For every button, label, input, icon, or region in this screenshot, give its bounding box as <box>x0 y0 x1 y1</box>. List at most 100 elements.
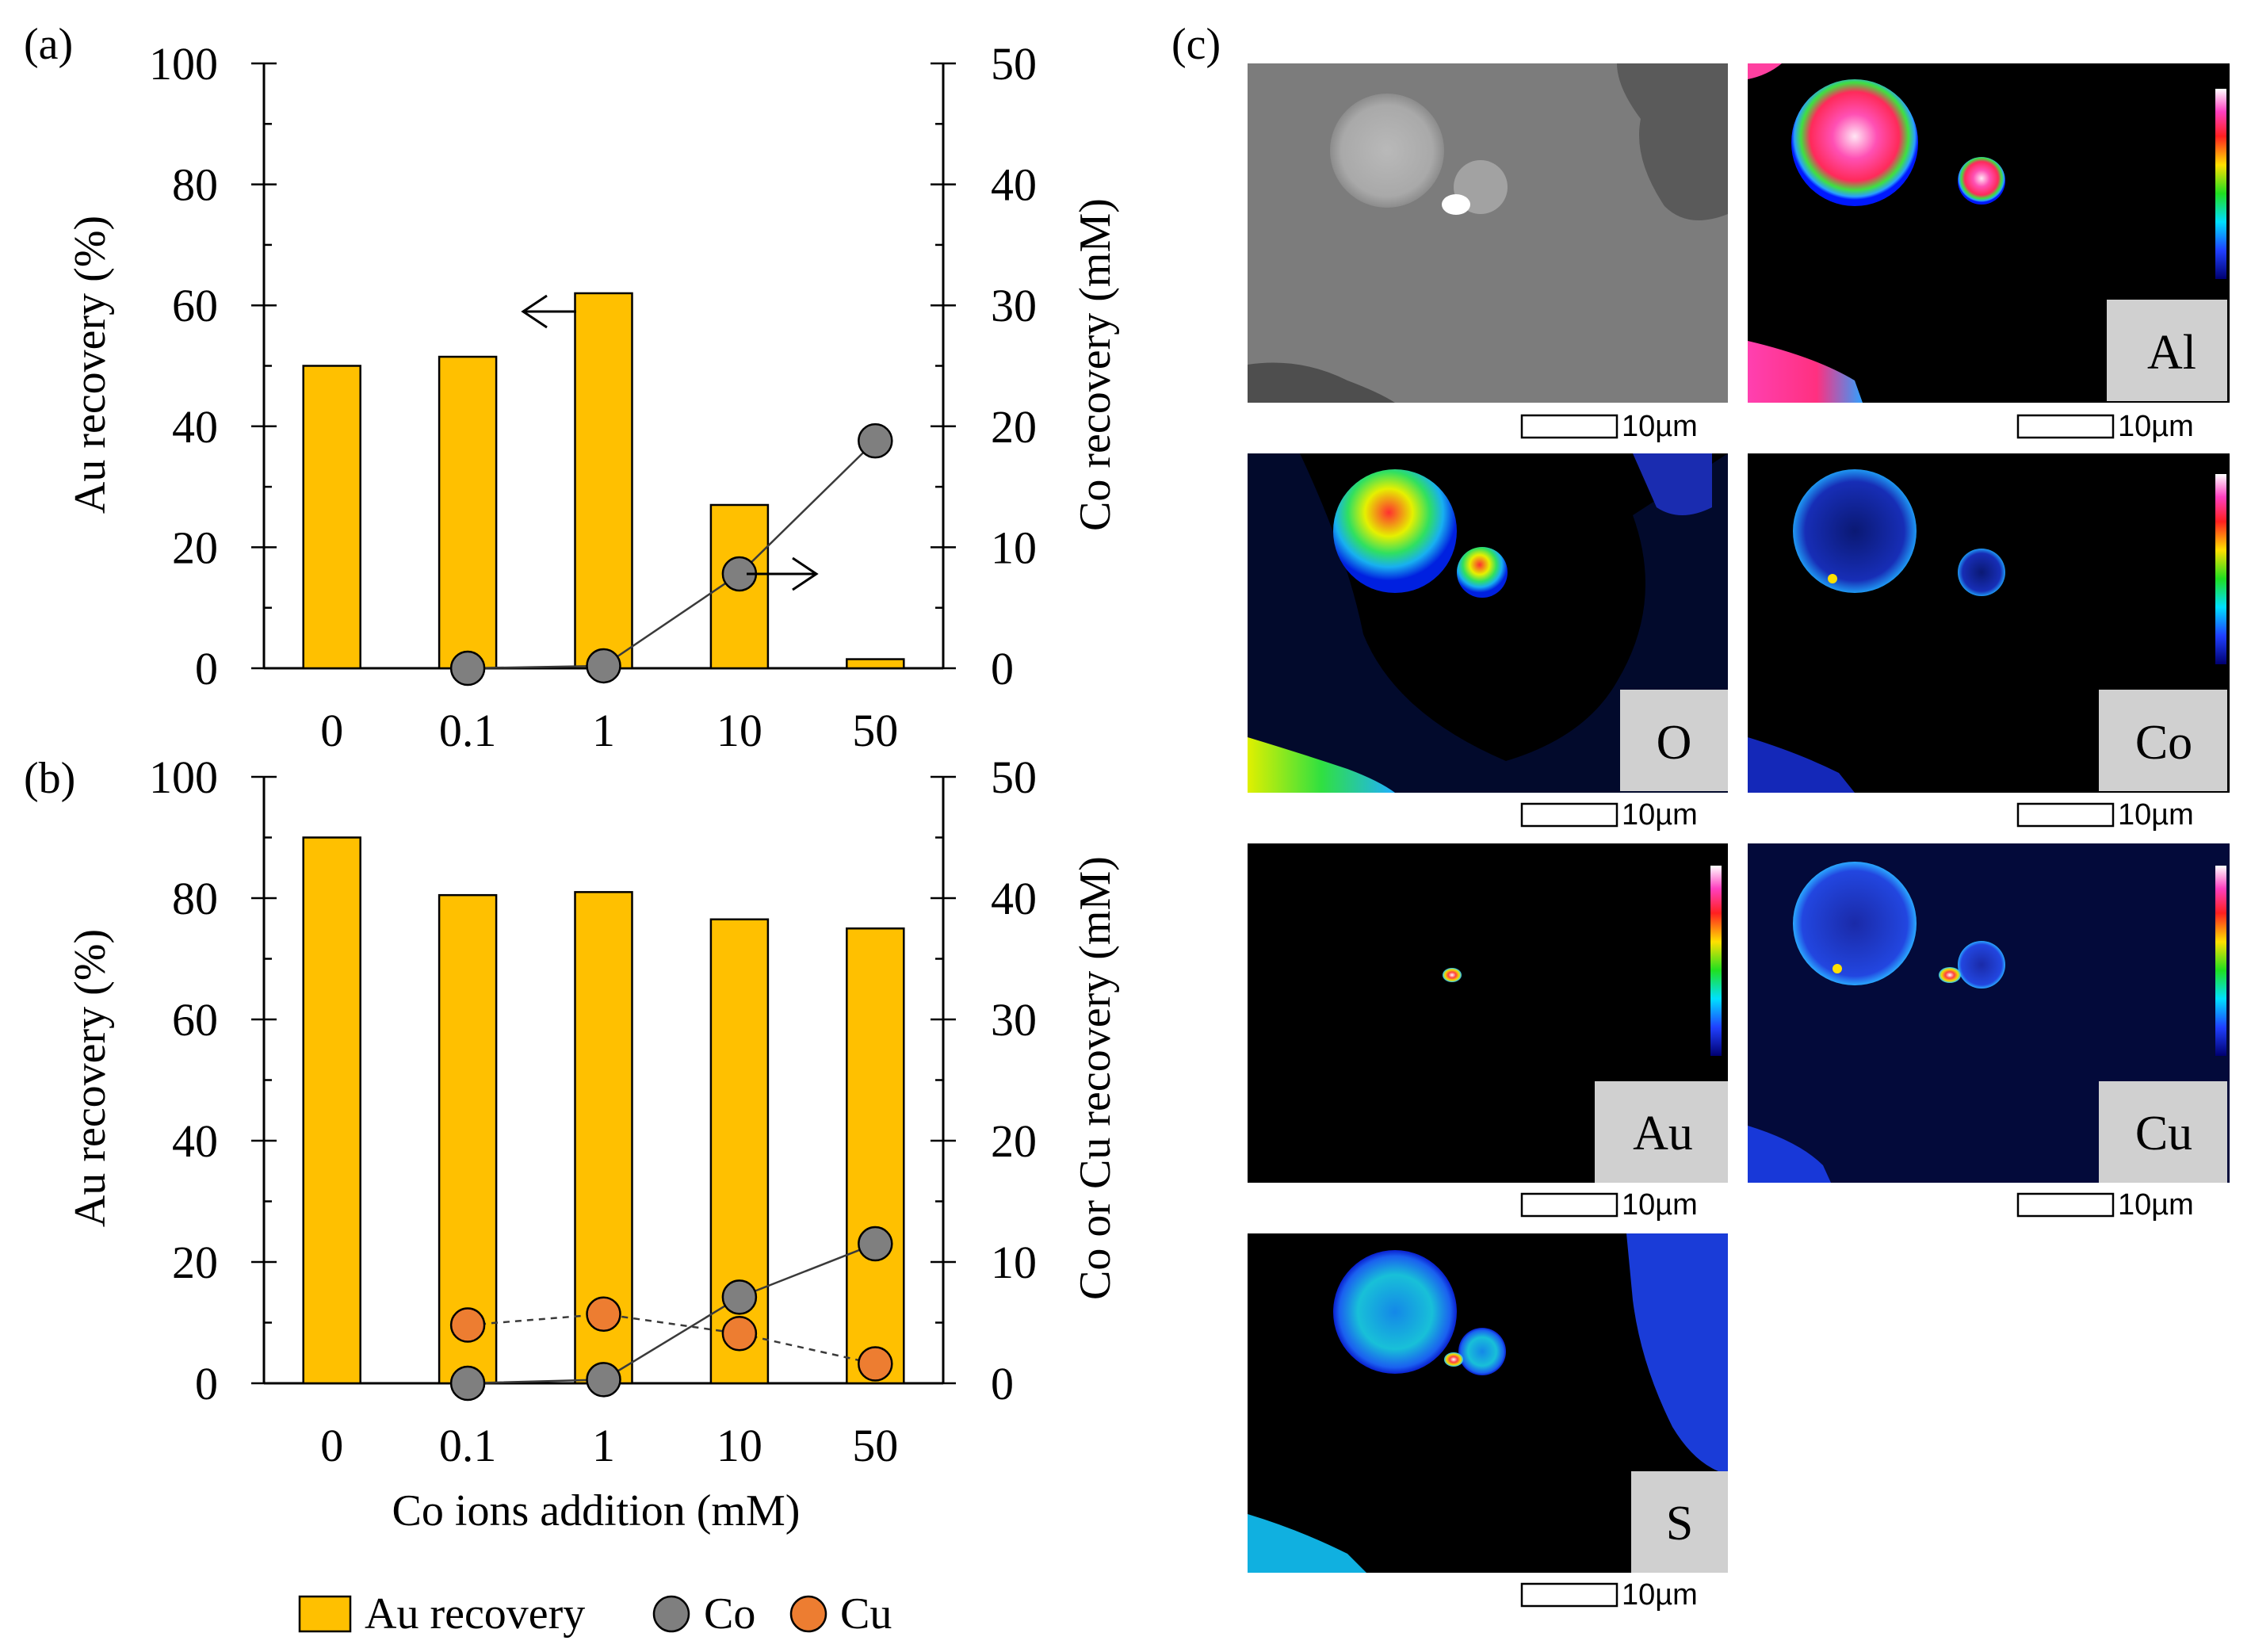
x-tick-label: 0 <box>320 705 343 756</box>
co-point <box>586 648 621 684</box>
x-tick-label: 10 <box>717 1420 762 1471</box>
left-tick-label: 20 <box>172 1237 218 1288</box>
cu-point <box>858 1346 893 1382</box>
left-tick-label: 0 <box>195 1358 218 1409</box>
cu-point <box>449 1307 486 1343</box>
right-tick-label: 50 <box>991 38 1037 90</box>
x-tick-label: 0.1 <box>439 1420 497 1471</box>
left-tick-label: 80 <box>172 159 218 211</box>
arrow-left-annotation <box>521 294 576 329</box>
left-tick-label: 80 <box>172 873 218 924</box>
co-point <box>586 1362 621 1398</box>
chart-panel-b: (b) 0 20 40 60 80 100 0 10 20 30 40 50 0 0.1 1 10 50 A… <box>24 751 1120 1535</box>
au-map-label: Au <box>1633 1107 1693 1161</box>
right-tick-label: 50 <box>991 751 1037 803</box>
co-map-label-box <box>2099 690 2227 791</box>
co-point <box>449 650 486 686</box>
co-point <box>858 1226 893 1262</box>
x-tick-label: 1 <box>592 705 615 756</box>
panel-label-b: (b) <box>24 754 75 803</box>
scale-bar-sem: 10µm <box>1520 410 1698 443</box>
legend: Au recovery Co Cu <box>298 1589 892 1639</box>
cu-point <box>721 1316 758 1352</box>
x-tick-label: 10 <box>717 705 762 756</box>
scale-bar-s-label: 10µm <box>1622 1578 1698 1612</box>
right-tick-label: 10 <box>991 522 1037 573</box>
scale-bar-al: 10µm <box>2016 410 2194 443</box>
chart-a-right-axis: 0 10 20 30 40 50 <box>931 38 1037 694</box>
chart-b-right-axis: 0 10 20 30 40 50 <box>931 751 1037 1409</box>
chart-a-x-axis: 0 0.1 1 10 50 <box>320 705 898 756</box>
o-map: O <box>1248 453 1728 793</box>
bar-au-recovery <box>574 292 633 670</box>
cu-series-line <box>467 1313 876 1365</box>
au-map-label-box <box>1595 1081 1728 1183</box>
left-tick-label: 0 <box>195 643 218 694</box>
x-tick-label: 0 <box>320 1420 343 1471</box>
scale-bar-o: 10µm <box>1520 798 1698 832</box>
chart-a-ylabel: Au recovery (%) <box>66 216 115 514</box>
legend-swatch-au <box>298 1595 352 1633</box>
chart-b-y2label: Co or Cu recovery (mM) <box>1071 856 1120 1300</box>
left-tick-label: 20 <box>172 522 218 573</box>
right-tick-label: 40 <box>991 159 1037 211</box>
scale-bar-co: 10µm <box>2016 798 2194 832</box>
chart-a-co-line <box>468 440 877 670</box>
chart-b-xlabel: Co ions addition (mM) <box>392 1486 801 1535</box>
scale-bar-o-label: 10µm <box>1622 798 1698 832</box>
co-map: Co <box>1748 453 2230 793</box>
panel-label-c: (c) <box>1171 20 1221 69</box>
cu-map-label: Cu <box>2135 1107 2192 1161</box>
x-tick-label: 50 <box>852 1420 898 1471</box>
scale-bar-sem-label: 10µm <box>1622 410 1698 443</box>
chart-b-markers <box>449 1226 893 1402</box>
x-tick-label: 0.1 <box>439 705 497 756</box>
scale-bar-cu-label: 10µm <box>2118 1188 2194 1222</box>
o-map-label: O <box>1657 716 1692 770</box>
left-tick-label: 60 <box>172 280 218 331</box>
right-tick-label: 30 <box>991 994 1037 1046</box>
arrow-right-annotation <box>747 556 819 591</box>
co-map-label: Co <box>2135 716 2192 770</box>
al-map-label-box <box>2107 300 2227 401</box>
al-map: Al <box>1748 63 2230 403</box>
co-series-line <box>468 1242 876 1385</box>
chart-a-y2label: Co recovery (mM) <box>1071 198 1120 531</box>
bar-au-recovery <box>438 355 498 670</box>
right-tick-label: 10 <box>991 1237 1037 1288</box>
co-series-line <box>468 440 877 670</box>
bar-au-recovery <box>846 927 905 1385</box>
sem-image <box>1248 63 1728 403</box>
left-tick-label: 100 <box>149 38 218 90</box>
s-map-label-box <box>1631 1471 1728 1573</box>
chart-a-left-axis: 0 20 40 60 80 100 <box>149 38 277 694</box>
chart-b-lines <box>467 1242 876 1385</box>
x-tick-label: 50 <box>852 705 898 756</box>
left-tick-label: 60 <box>172 994 218 1046</box>
legend-marker-cu <box>789 1595 827 1633</box>
eds-maps-panel: (c) Al <box>1171 20 2230 1612</box>
scale-bar-al-label: 10µm <box>2118 410 2194 443</box>
right-tick-label: 20 <box>991 401 1037 453</box>
bar-au-recovery <box>302 836 361 1385</box>
chart-b-bars <box>302 836 905 1385</box>
left-tick-label: 40 <box>172 1115 218 1167</box>
bar-au-recovery <box>846 658 905 670</box>
chart-panel-a: (a) 0 20 40 60 80 100 0 10 20 30 40 50 0 0.1 1 10 50 A… <box>24 20 1120 756</box>
panel-label-a: (a) <box>24 20 73 69</box>
legend-label-cu: Cu <box>840 1589 892 1639</box>
left-tick-label: 40 <box>172 401 218 453</box>
s-map-label: S <box>1666 1497 1693 1551</box>
right-tick-label: 0 <box>991 643 1014 694</box>
al-map-label: Al <box>2147 326 2196 380</box>
right-tick-label: 0 <box>991 1358 1014 1409</box>
scale-bar-au-label: 10µm <box>1622 1188 1698 1222</box>
o-map-label-box <box>1620 690 1728 791</box>
right-tick-label: 20 <box>991 1115 1037 1167</box>
s-map: S <box>1248 1233 1728 1573</box>
cu-point <box>586 1296 621 1333</box>
scale-bar-au: 10µm <box>1520 1188 1698 1222</box>
chart-b-x-axis: 0 0.1 1 10 50 <box>320 1420 898 1471</box>
co-point <box>449 1365 486 1402</box>
